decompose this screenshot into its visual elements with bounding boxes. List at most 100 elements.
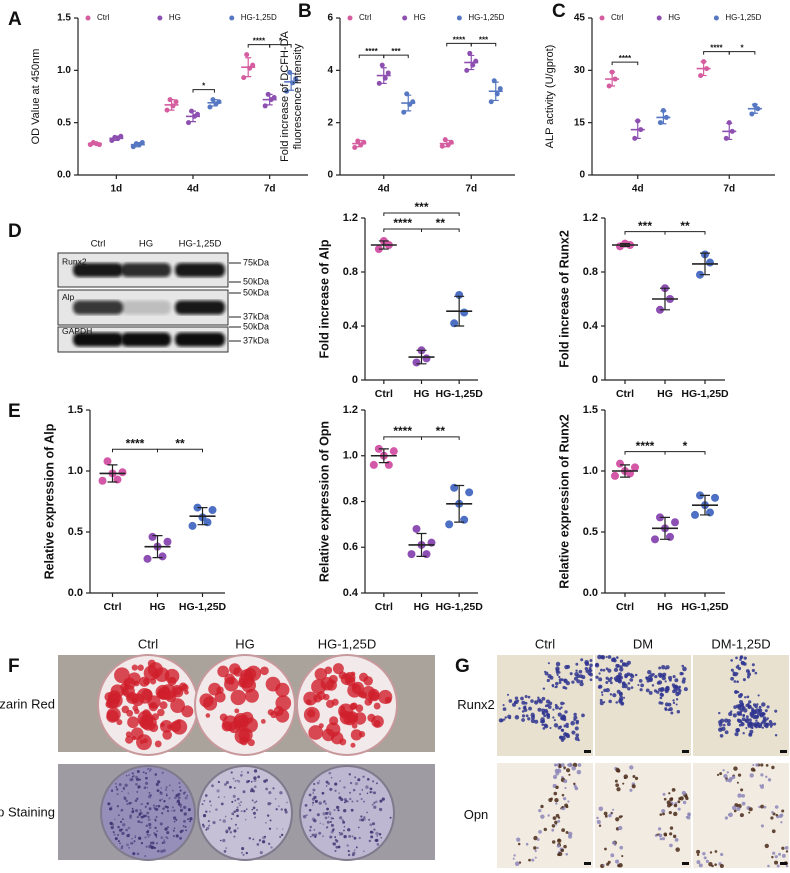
- cell-nucleus: [733, 705, 737, 709]
- stain-spot: [354, 776, 357, 779]
- stain-spot: [329, 820, 332, 824]
- stain-spot: [357, 778, 361, 782]
- cell-nucleus: [544, 671, 549, 676]
- cell-nucleus: [672, 834, 677, 839]
- cell-nucleus: [748, 718, 752, 722]
- cell-nucleus: [669, 826, 674, 830]
- cell-nucleus: [576, 769, 582, 775]
- scale-bar: [780, 750, 787, 753]
- cell-nucleus: [561, 806, 564, 809]
- cell-nucleus: [629, 673, 633, 677]
- stain-spot: [312, 792, 315, 794]
- stain-spot: [244, 818, 247, 821]
- stain-spot: [125, 775, 128, 777]
- cell-nucleus: [677, 807, 681, 811]
- cell-nucleus: [771, 765, 775, 770]
- panel-letter: G: [455, 656, 470, 677]
- cell-nucleus: [677, 691, 681, 695]
- cell-nucleus: [584, 666, 589, 671]
- stain-spot: [284, 808, 287, 812]
- cell-nucleus: [757, 694, 760, 697]
- cell-nucleus: [565, 725, 569, 729]
- cell-nucleus: [631, 784, 636, 789]
- cell-nucleus: [503, 718, 506, 721]
- cell-nucleus: [610, 681, 613, 685]
- cell-nucleus: [669, 843, 673, 848]
- blot-band: [121, 263, 171, 277]
- cell-nucleus: [577, 763, 582, 767]
- stain-spot: [372, 780, 375, 783]
- y-tick-label: 0.6: [343, 541, 358, 553]
- stain-spot: [131, 664, 138, 671]
- stain-spot: [236, 827, 239, 830]
- cell-nucleus: [530, 718, 536, 724]
- stain-spot: [235, 808, 239, 812]
- stain-spot: [177, 796, 181, 800]
- cell-nucleus: [714, 850, 718, 853]
- error-bar: [660, 110, 667, 125]
- cell-nucleus: [675, 690, 678, 693]
- cell-nucleus: [765, 718, 768, 721]
- stain-spot: [219, 839, 222, 842]
- error-bar: [634, 120, 641, 139]
- stain-spot: [233, 810, 236, 813]
- stain-spot: [311, 833, 315, 837]
- stain-spot: [217, 665, 229, 678]
- cell-nucleus: [667, 675, 673, 680]
- stain-spot: [179, 786, 181, 788]
- cell-nucleus: [746, 675, 750, 679]
- stain-spot: [351, 835, 354, 838]
- stain-spot: [109, 821, 113, 826]
- stain-spot: [311, 797, 315, 801]
- y-tick-label: 45: [574, 13, 586, 24]
- legend-label: Ctrl: [611, 13, 624, 22]
- cell-nucleus: [502, 704, 505, 707]
- stain-spot: [162, 840, 166, 844]
- cell-nucleus: [748, 807, 753, 812]
- stain-spot: [330, 816, 334, 820]
- stain-spot: [136, 777, 140, 781]
- stain-spot: [149, 768, 152, 771]
- cell-nucleus: [598, 677, 603, 682]
- stain-spot: [224, 783, 227, 786]
- cell-nucleus: [621, 854, 624, 858]
- stain-spot: [127, 716, 139, 729]
- cell-nucleus: [579, 681, 584, 687]
- stain-spot: [148, 770, 151, 772]
- stain-spot: [149, 793, 153, 797]
- cell-nucleus: [552, 816, 557, 821]
- stain-spot: [353, 836, 357, 840]
- significance-label: *: [202, 82, 206, 91]
- cell-nucleus: [773, 860, 779, 865]
- legend-marker: [456, 15, 462, 21]
- cell-nucleus: [555, 671, 559, 675]
- cell-nucleus: [542, 687, 546, 690]
- significance-label: ****: [393, 424, 412, 438]
- row-label: Runx2: [62, 256, 87, 266]
- lane-label: HG: [139, 239, 153, 250]
- stain-spot: [145, 845, 148, 848]
- stain-spot: [229, 831, 233, 834]
- stain-spot: [321, 791, 325, 795]
- cell-nucleus: [525, 842, 529, 846]
- stain-spot: [319, 822, 322, 825]
- cell-nucleus: [634, 673, 638, 677]
- cell-nucleus: [595, 675, 599, 679]
- stain-spot: [115, 783, 117, 785]
- cell-nucleus: [714, 863, 717, 867]
- error-bar: [454, 295, 465, 327]
- error-bar: [405, 94, 412, 112]
- stain-spot: [122, 818, 124, 821]
- cell-nucleus: [659, 837, 663, 841]
- data-point: [711, 493, 719, 502]
- significance-bracket: [728, 51, 756, 55]
- data-point: [439, 143, 445, 149]
- cell-nucleus: [615, 817, 620, 822]
- cell-nucleus: [596, 816, 599, 820]
- stain-spot: [156, 842, 159, 845]
- stain-spot: [347, 853, 351, 857]
- stain-spot: [381, 797, 385, 801]
- stain-spot: [241, 847, 245, 851]
- stain-spot: [322, 812, 326, 816]
- y-axis-label: Fold increase of DCFH-DA: [279, 30, 291, 161]
